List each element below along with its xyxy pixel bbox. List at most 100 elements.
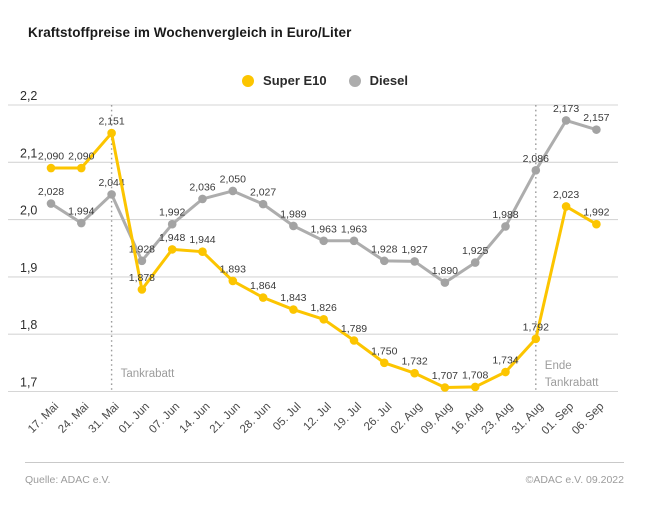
super-e10-value-label: 1,750 — [371, 345, 397, 357]
y-tick-label: 1,7 — [20, 376, 37, 390]
diesel-point — [107, 190, 116, 199]
super-e10-point — [501, 367, 510, 377]
super-e10-point — [531, 334, 541, 344]
diesel-point — [289, 221, 298, 231]
diesel-value-label: 2,050 — [220, 173, 246, 185]
diesel-value-label: 2,027 — [250, 187, 276, 199]
super-e10-value-label: 1,893 — [220, 263, 246, 275]
diesel-point — [440, 278, 450, 287]
super-e10-value-label: 1,707 — [432, 370, 458, 382]
diesel-point — [470, 258, 480, 267]
diesel-value-label: 2,028 — [38, 186, 64, 198]
super-e10-legend-dot-icon — [242, 74, 255, 87]
diesel-point — [167, 219, 177, 229]
diesel-value-label: 2,044 — [98, 177, 124, 189]
super-e10-point — [46, 163, 56, 173]
x-tick-label: 24. Mai — [56, 401, 91, 436]
super-e10-point — [470, 382, 480, 392]
x-tick-label: 07. Jun — [147, 401, 182, 436]
x-tick-label: 14. Jun — [177, 401, 212, 436]
legend-label: Super E10 — [263, 73, 327, 88]
x-tick-label: 19. Jul — [332, 401, 364, 433]
diesel-value-label: 2,086 — [523, 153, 549, 165]
super-e10-value-label: 1,944 — [189, 234, 215, 246]
y-tick-label: 1,9 — [20, 261, 37, 275]
super-e10-line — [49, 131, 598, 389]
legend-item-super-e10: Super E10 — [242, 73, 327, 88]
diesel-point — [592, 125, 601, 134]
y-tick-label: 1,8 — [20, 318, 37, 332]
diesel-value-label: 2,157 — [583, 112, 609, 124]
diesel-point — [46, 199, 56, 208]
x-tick-label: 02. Aug — [389, 401, 425, 437]
x-tick-label: 06. Sep — [570, 401, 607, 438]
super-e10-value-label: 1,792 — [523, 321, 549, 333]
super-e10-value-label: 1,843 — [280, 292, 306, 304]
diesel-value-label: 1,925 — [462, 245, 488, 257]
annotation-label: Tankrabatt — [121, 368, 176, 380]
super-e10-point — [167, 245, 177, 254]
x-tick-label: 31. Mai — [87, 401, 122, 436]
diesel-value-label: 1,927 — [401, 244, 427, 256]
source-credit: Quelle: ADAC e.V. — [25, 474, 111, 486]
diesel-value-label: 2,173 — [553, 103, 579, 115]
x-tick-label: 23. Aug — [480, 401, 516, 437]
super-e10-value-label: 1,992 — [583, 207, 609, 219]
super-e10-point — [228, 276, 238, 286]
y-tick-label: 2,1 — [20, 146, 37, 160]
x-tick-label: 12. Jul — [301, 401, 333, 433]
super-e10-point — [258, 293, 268, 302]
diesel-value-label: 1,963 — [341, 223, 367, 235]
chart-title: Kraftstoffpreise im Wochenvergleich in E… — [28, 25, 352, 40]
super-e10-point — [77, 163, 86, 173]
diesel-value-label: 1,890 — [432, 265, 458, 277]
super-e10-point — [380, 358, 389, 368]
diesel-point — [258, 199, 268, 209]
price-line-chart: 2,2 2,1 2,0 1,9 1,8 1,7 Tankrabatt Ende Tankraba… — [8, 89, 618, 438]
super-e10-point — [107, 128, 116, 138]
diesel-point — [380, 256, 389, 266]
annotation-label: Tankrabatt — [545, 377, 600, 389]
copyright-note: ©ADAC e.V. 09.2022 — [525, 474, 624, 486]
x-tick-label: 05. Jul — [271, 401, 303, 433]
super-e10-value-label: 1,789 — [341, 323, 367, 335]
super-e10-value-label: 2,090 — [38, 151, 64, 163]
diesel-point — [319, 236, 329, 246]
annotation-label: Ende — [545, 360, 572, 372]
super-e10-value-label: 1,878 — [129, 272, 155, 284]
x-tick-label: 31. Aug — [510, 401, 546, 437]
diesel-point — [410, 257, 419, 266]
legend-item-diesel: Diesel — [348, 73, 408, 88]
diesel-point — [198, 194, 207, 204]
x-tick-label: 17. Mai — [26, 401, 61, 436]
y-tick-label: 2,0 — [20, 204, 37, 218]
diesel-value-label: 1,992 — [159, 207, 185, 219]
super-e10-value-label: 1,734 — [492, 355, 518, 367]
super-e10-value-label: 1,732 — [401, 356, 427, 368]
super-e10-point — [198, 247, 207, 256]
super-e10-value-label: 2,090 — [68, 151, 94, 163]
diesel-value-label: 1,994 — [68, 206, 94, 218]
super-e10-point — [319, 315, 329, 324]
super-e10-point — [561, 202, 571, 211]
diesel-point — [531, 166, 541, 175]
x-tick-label: 16. Aug — [449, 401, 485, 437]
diesel-point — [77, 218, 86, 228]
chart-legend: Super E10 Diesel — [0, 73, 650, 88]
super-e10-value-label: 1,948 — [159, 232, 185, 244]
super-e10-value-label: 1,864 — [250, 280, 276, 292]
x-tick-label: 28. Jun — [238, 401, 273, 436]
super-e10-value-label: 2,151 — [98, 116, 124, 128]
diesel-point — [228, 186, 238, 196]
super-e10-point — [410, 368, 419, 378]
x-tick-label: 01. Sep — [540, 401, 577, 438]
super-e10-point — [349, 336, 359, 345]
super-e10-point — [440, 383, 450, 392]
footer: Quelle: ADAC e.V. ©ADAC e.V. 09.2022 — [25, 462, 624, 486]
diesel-point — [561, 116, 571, 125]
super-e10-point — [137, 285, 147, 294]
x-tick-label: 01. Jun — [117, 401, 152, 436]
x-tick-label: 09. Aug — [419, 401, 455, 437]
diesel-line — [49, 118, 598, 285]
